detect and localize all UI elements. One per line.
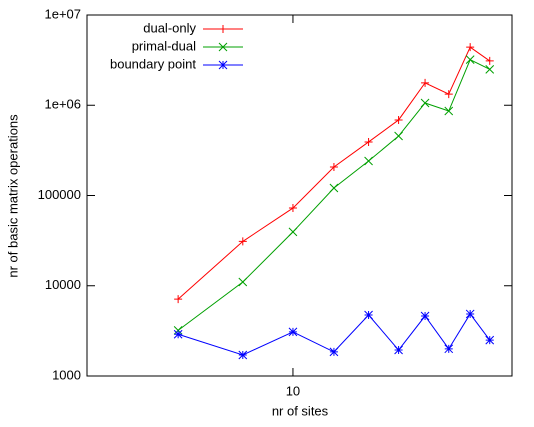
legend-label: boundary point	[110, 56, 196, 71]
point-marker	[173, 329, 183, 339]
series-line	[177, 313, 491, 356]
series-line	[177, 58, 490, 331]
point-marker	[466, 43, 475, 52]
series-line	[177, 46, 491, 300]
point-marker	[394, 131, 403, 141]
point-marker	[329, 183, 339, 193]
legend-marker	[218, 42, 228, 52]
x-tick-label: 10	[286, 383, 300, 398]
point-marker	[329, 162, 338, 171]
point-marker	[485, 56, 494, 65]
point-marker	[394, 345, 403, 355]
y-tick-label: 1e+07	[44, 6, 81, 21]
legend-label: primal-dual	[132, 38, 196, 53]
point-marker	[394, 115, 403, 124]
point-marker	[238, 277, 248, 287]
point-marker	[465, 55, 475, 65]
legend-label: dual-only	[143, 20, 196, 35]
point-marker	[329, 347, 339, 357]
point-marker	[485, 335, 495, 345]
point-marker	[364, 156, 373, 166]
point-marker	[421, 78, 430, 87]
y-tick-label: 1000	[52, 367, 81, 382]
point-marker	[238, 350, 248, 360]
point-marker	[364, 137, 373, 146]
point-marker	[288, 204, 297, 213]
point-marker	[485, 64, 495, 74]
legend-marker	[219, 25, 227, 33]
point-marker	[444, 90, 453, 99]
y-tick-label: 1e+06	[44, 97, 81, 112]
x-axis-label: nr of sites	[272, 403, 329, 418]
point-marker	[465, 309, 475, 319]
point-marker	[364, 310, 373, 320]
point-marker	[420, 311, 430, 321]
point-marker	[174, 295, 183, 304]
y-tick-label: 100000	[38, 187, 81, 202]
point-marker	[238, 237, 247, 246]
y-tick-label: 10000	[45, 277, 81, 292]
point-marker	[444, 106, 454, 116]
point-marker	[288, 327, 298, 337]
point-marker	[288, 227, 298, 237]
point-marker	[420, 98, 430, 108]
legend-marker	[218, 60, 228, 70]
point-marker	[444, 344, 454, 354]
y-axis-label: nr of basic matrix operations	[5, 114, 20, 278]
